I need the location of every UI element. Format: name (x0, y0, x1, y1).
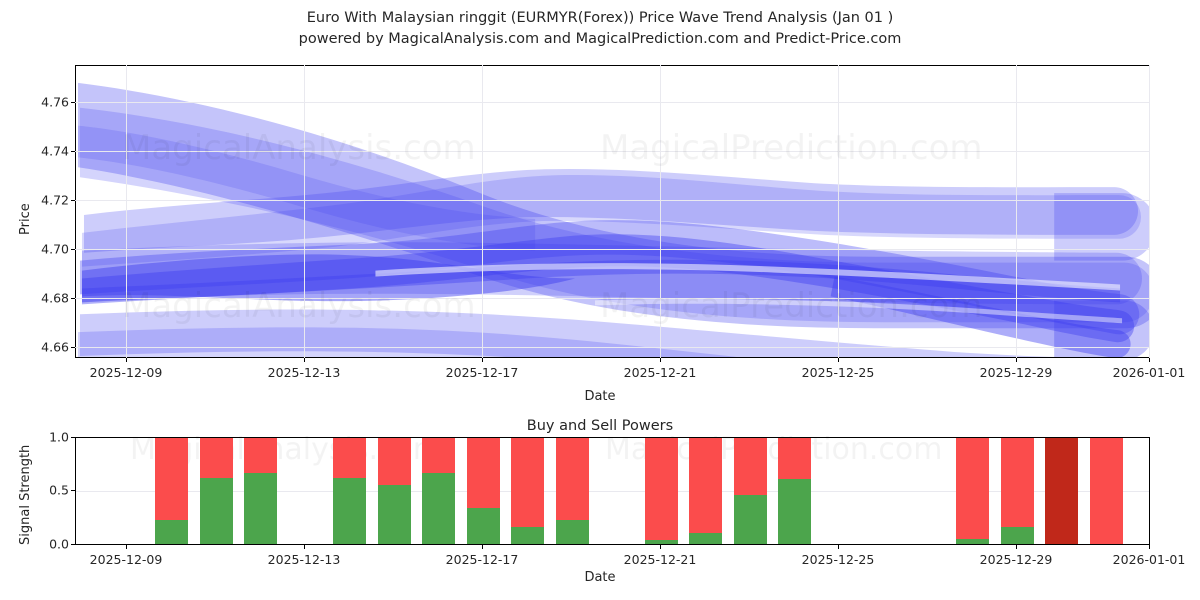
buy-power-segment (511, 526, 544, 544)
sell-power-segment (689, 438, 722, 544)
signal-xtick-4: 2025-12-25 (801, 552, 875, 567)
price-xtick-0: 2025-12-09 (89, 365, 163, 380)
signal-bar (422, 438, 455, 544)
buy-power-segment (733, 495, 767, 544)
price-wave-bands (77, 82, 1149, 357)
buy-sell-plot-area (75, 437, 1150, 545)
signal-bar (244, 438, 277, 544)
price-ytick-468: 4.68 (41, 290, 69, 306)
price-xaxis-label: Date (584, 389, 616, 404)
price-yaxis-label: Price (18, 203, 33, 235)
price-xtick-5: 2025-12-29 (979, 365, 1053, 380)
signal-bar (1045, 438, 1078, 544)
signal-bar (689, 438, 722, 544)
signal-xtick-3: 2025-12-21 (623, 552, 697, 567)
price-ytick-474: 4.74 (41, 143, 69, 159)
signal-ytick-1: 1.0 (49, 429, 69, 445)
buy-power-segment (377, 484, 411, 544)
signal-ytick-05: 0.5 (49, 482, 69, 498)
signal-bar (155, 438, 188, 544)
signal-xtick-0: 2025-12-09 (89, 552, 163, 567)
price-ytick-476: 4.76 (41, 94, 69, 110)
signal-bar (956, 438, 989, 544)
chart-title-line2: powered by MagicalAnalysis.com and Magic… (298, 31, 902, 47)
signal-bar (555, 438, 589, 544)
buy-power-segment (244, 472, 277, 544)
sell-power-segment (1089, 438, 1123, 544)
buy-power-segment (333, 478, 366, 544)
signal-bar (733, 438, 767, 544)
buy-power-segment (644, 539, 678, 544)
signal-xtick-6: 2026-01-01 (1112, 552, 1186, 567)
signal-bar (644, 438, 678, 544)
signal-xaxis-label: Date (584, 570, 616, 585)
sell-power-segment (1000, 438, 1034, 544)
price-xtick-2: 2025-12-17 (445, 365, 519, 380)
signal-bar (333, 438, 366, 544)
sell-power-segment (1045, 438, 1078, 544)
buy-power-segment (689, 533, 722, 544)
buy-power-segment (1000, 526, 1034, 544)
buy-power-segment (155, 520, 188, 544)
price-xtick-1: 2025-12-13 (267, 365, 341, 380)
signal-bar (778, 438, 811, 544)
buy-power-segment (956, 538, 989, 544)
signal-ytick-0: 0.0 (49, 536, 69, 552)
buy-power-segment (555, 520, 589, 544)
sell-power-segment (644, 438, 678, 544)
buy-power-segment (422, 472, 455, 544)
sell-power-segment (511, 438, 544, 544)
price-ytick-470: 4.70 (41, 241, 69, 257)
price-xtick-4: 2025-12-25 (801, 365, 875, 380)
buy-power-segment (778, 479, 811, 544)
price-ytick-466: 4.66 (41, 339, 69, 355)
signal-chart-title: Buy and Sell Powers (526, 418, 674, 434)
sell-power-segment (956, 438, 989, 544)
signal-bar (466, 438, 500, 544)
chart-title-block: Euro With Malaysian ringgit (EURMYR(Fore… (0, 8, 1200, 50)
buy-power-segment (199, 478, 233, 544)
buy-sell-bars (76, 438, 1149, 544)
price-ytick-472: 4.72 (41, 192, 69, 208)
signal-xtick-5: 2025-12-29 (979, 552, 1053, 567)
signal-xtick-1: 2025-12-13 (267, 552, 341, 567)
signal-bar (377, 438, 411, 544)
buy-power-segment (466, 508, 500, 544)
signal-xtick-2: 2025-12-17 (445, 552, 519, 567)
price-wave-plot-area (75, 65, 1150, 358)
price-xtick-6: 2026-01-01 (1112, 365, 1186, 380)
chart-title-line1: Euro With Malaysian ringgit (EURMYR(Fore… (306, 10, 894, 26)
price-xtick-3: 2025-12-21 (623, 365, 697, 380)
signal-bar (1089, 438, 1123, 544)
signal-yaxis-label: Signal Strength (18, 444, 33, 545)
signal-bar (1000, 438, 1034, 544)
signal-bar (511, 438, 544, 544)
signal-bar (199, 438, 233, 544)
